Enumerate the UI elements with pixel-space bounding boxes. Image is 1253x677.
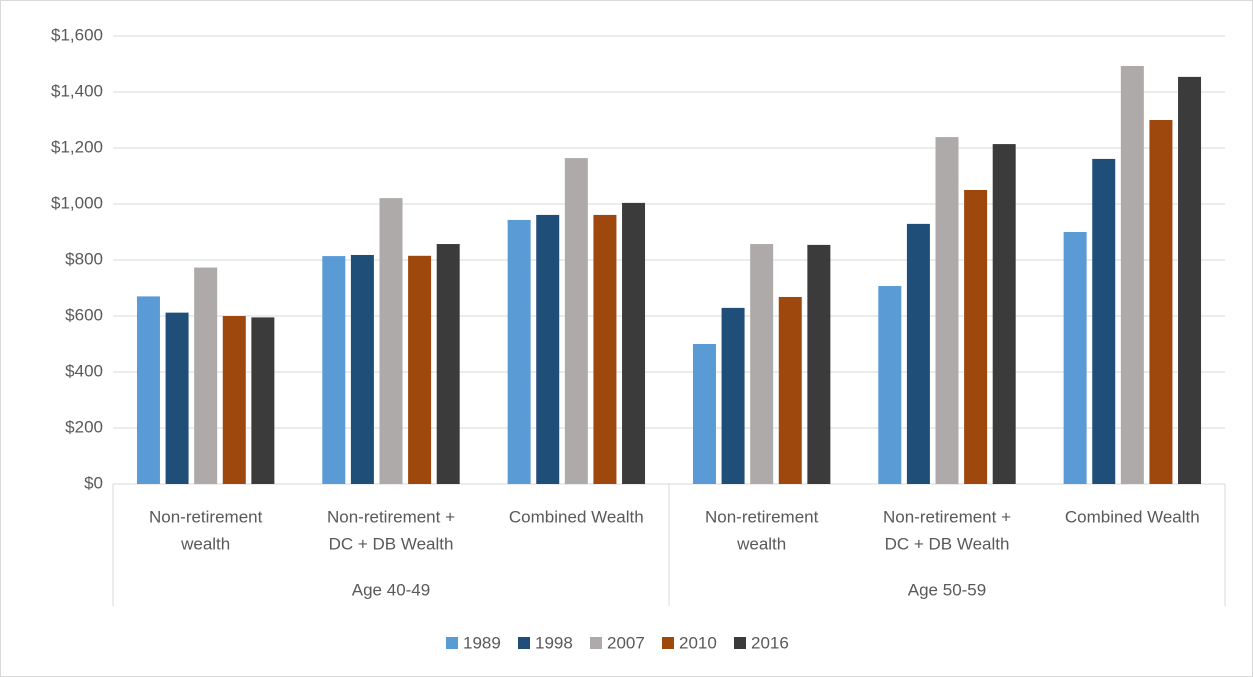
y-tick-label: $1,200 [51, 137, 103, 156]
bar [778, 296, 802, 484]
bar [251, 317, 275, 484]
x-tick-label: Non-retirement + [883, 507, 1011, 526]
bar [721, 307, 745, 484]
bar [408, 255, 432, 484]
x-tick-label: DC + DB Wealth [885, 534, 1010, 553]
legend-label: 2007 [607, 633, 645, 652]
legend-swatch [590, 637, 602, 649]
y-tick-label: $1,600 [51, 25, 103, 44]
group-label: Age 50-59 [908, 580, 986, 599]
bar [807, 244, 831, 484]
bar [379, 198, 403, 484]
legend-swatch [662, 637, 674, 649]
bar [322, 256, 346, 484]
y-tick-label: $0 [84, 473, 103, 492]
legend-label: 1998 [535, 633, 573, 652]
legend-label: 1989 [463, 633, 501, 652]
x-tick-label: Combined Wealth [1065, 507, 1200, 526]
legend-label: 2016 [751, 633, 789, 652]
bar [692, 344, 716, 484]
y-tick-label: $600 [65, 305, 103, 324]
x-tick-label: wealth [736, 534, 786, 553]
x-tick-label: wealth [180, 534, 230, 553]
bar [593, 214, 617, 485]
legend-swatch [734, 637, 746, 649]
bar [350, 254, 374, 484]
bar [964, 190, 988, 484]
y-tick-label: $1,000 [51, 193, 103, 212]
bar [1092, 158, 1116, 485]
bar [750, 244, 774, 484]
bar [165, 312, 189, 484]
x-tick-label: Non-retirement + [327, 507, 455, 526]
bar [436, 244, 460, 484]
bar [992, 144, 1016, 484]
y-tick-label: $800 [65, 249, 103, 268]
legend-swatch [518, 637, 530, 649]
y-tick-label: $400 [65, 361, 103, 380]
bar [622, 202, 646, 484]
bar [1120, 65, 1144, 485]
bar [536, 214, 560, 485]
bar [136, 296, 160, 484]
bar [878, 286, 902, 484]
x-tick-label: Combined Wealth [509, 507, 644, 526]
x-tick-label: DC + DB Wealth [329, 534, 454, 553]
x-tick-label: Non-retirement [149, 507, 263, 526]
x-tick-label: Non-retirement [705, 507, 819, 526]
bar [935, 137, 959, 484]
bar [194, 267, 218, 484]
legend-swatch [446, 637, 458, 649]
bar [222, 316, 246, 484]
group-label: Age 40-49 [352, 580, 430, 599]
y-tick-label: $200 [65, 417, 103, 436]
y-tick-label: $1,400 [51, 81, 103, 100]
bar [564, 158, 588, 484]
legend-label: 2010 [679, 633, 717, 652]
bar [1149, 120, 1173, 484]
bar [906, 223, 930, 484]
bar [1063, 232, 1087, 484]
bar [507, 219, 531, 484]
bar [1178, 76, 1202, 484]
